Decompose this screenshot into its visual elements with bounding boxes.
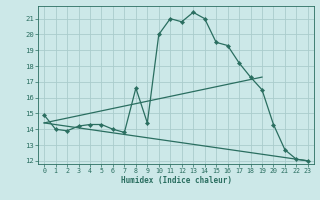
X-axis label: Humidex (Indice chaleur): Humidex (Indice chaleur) xyxy=(121,176,231,185)
